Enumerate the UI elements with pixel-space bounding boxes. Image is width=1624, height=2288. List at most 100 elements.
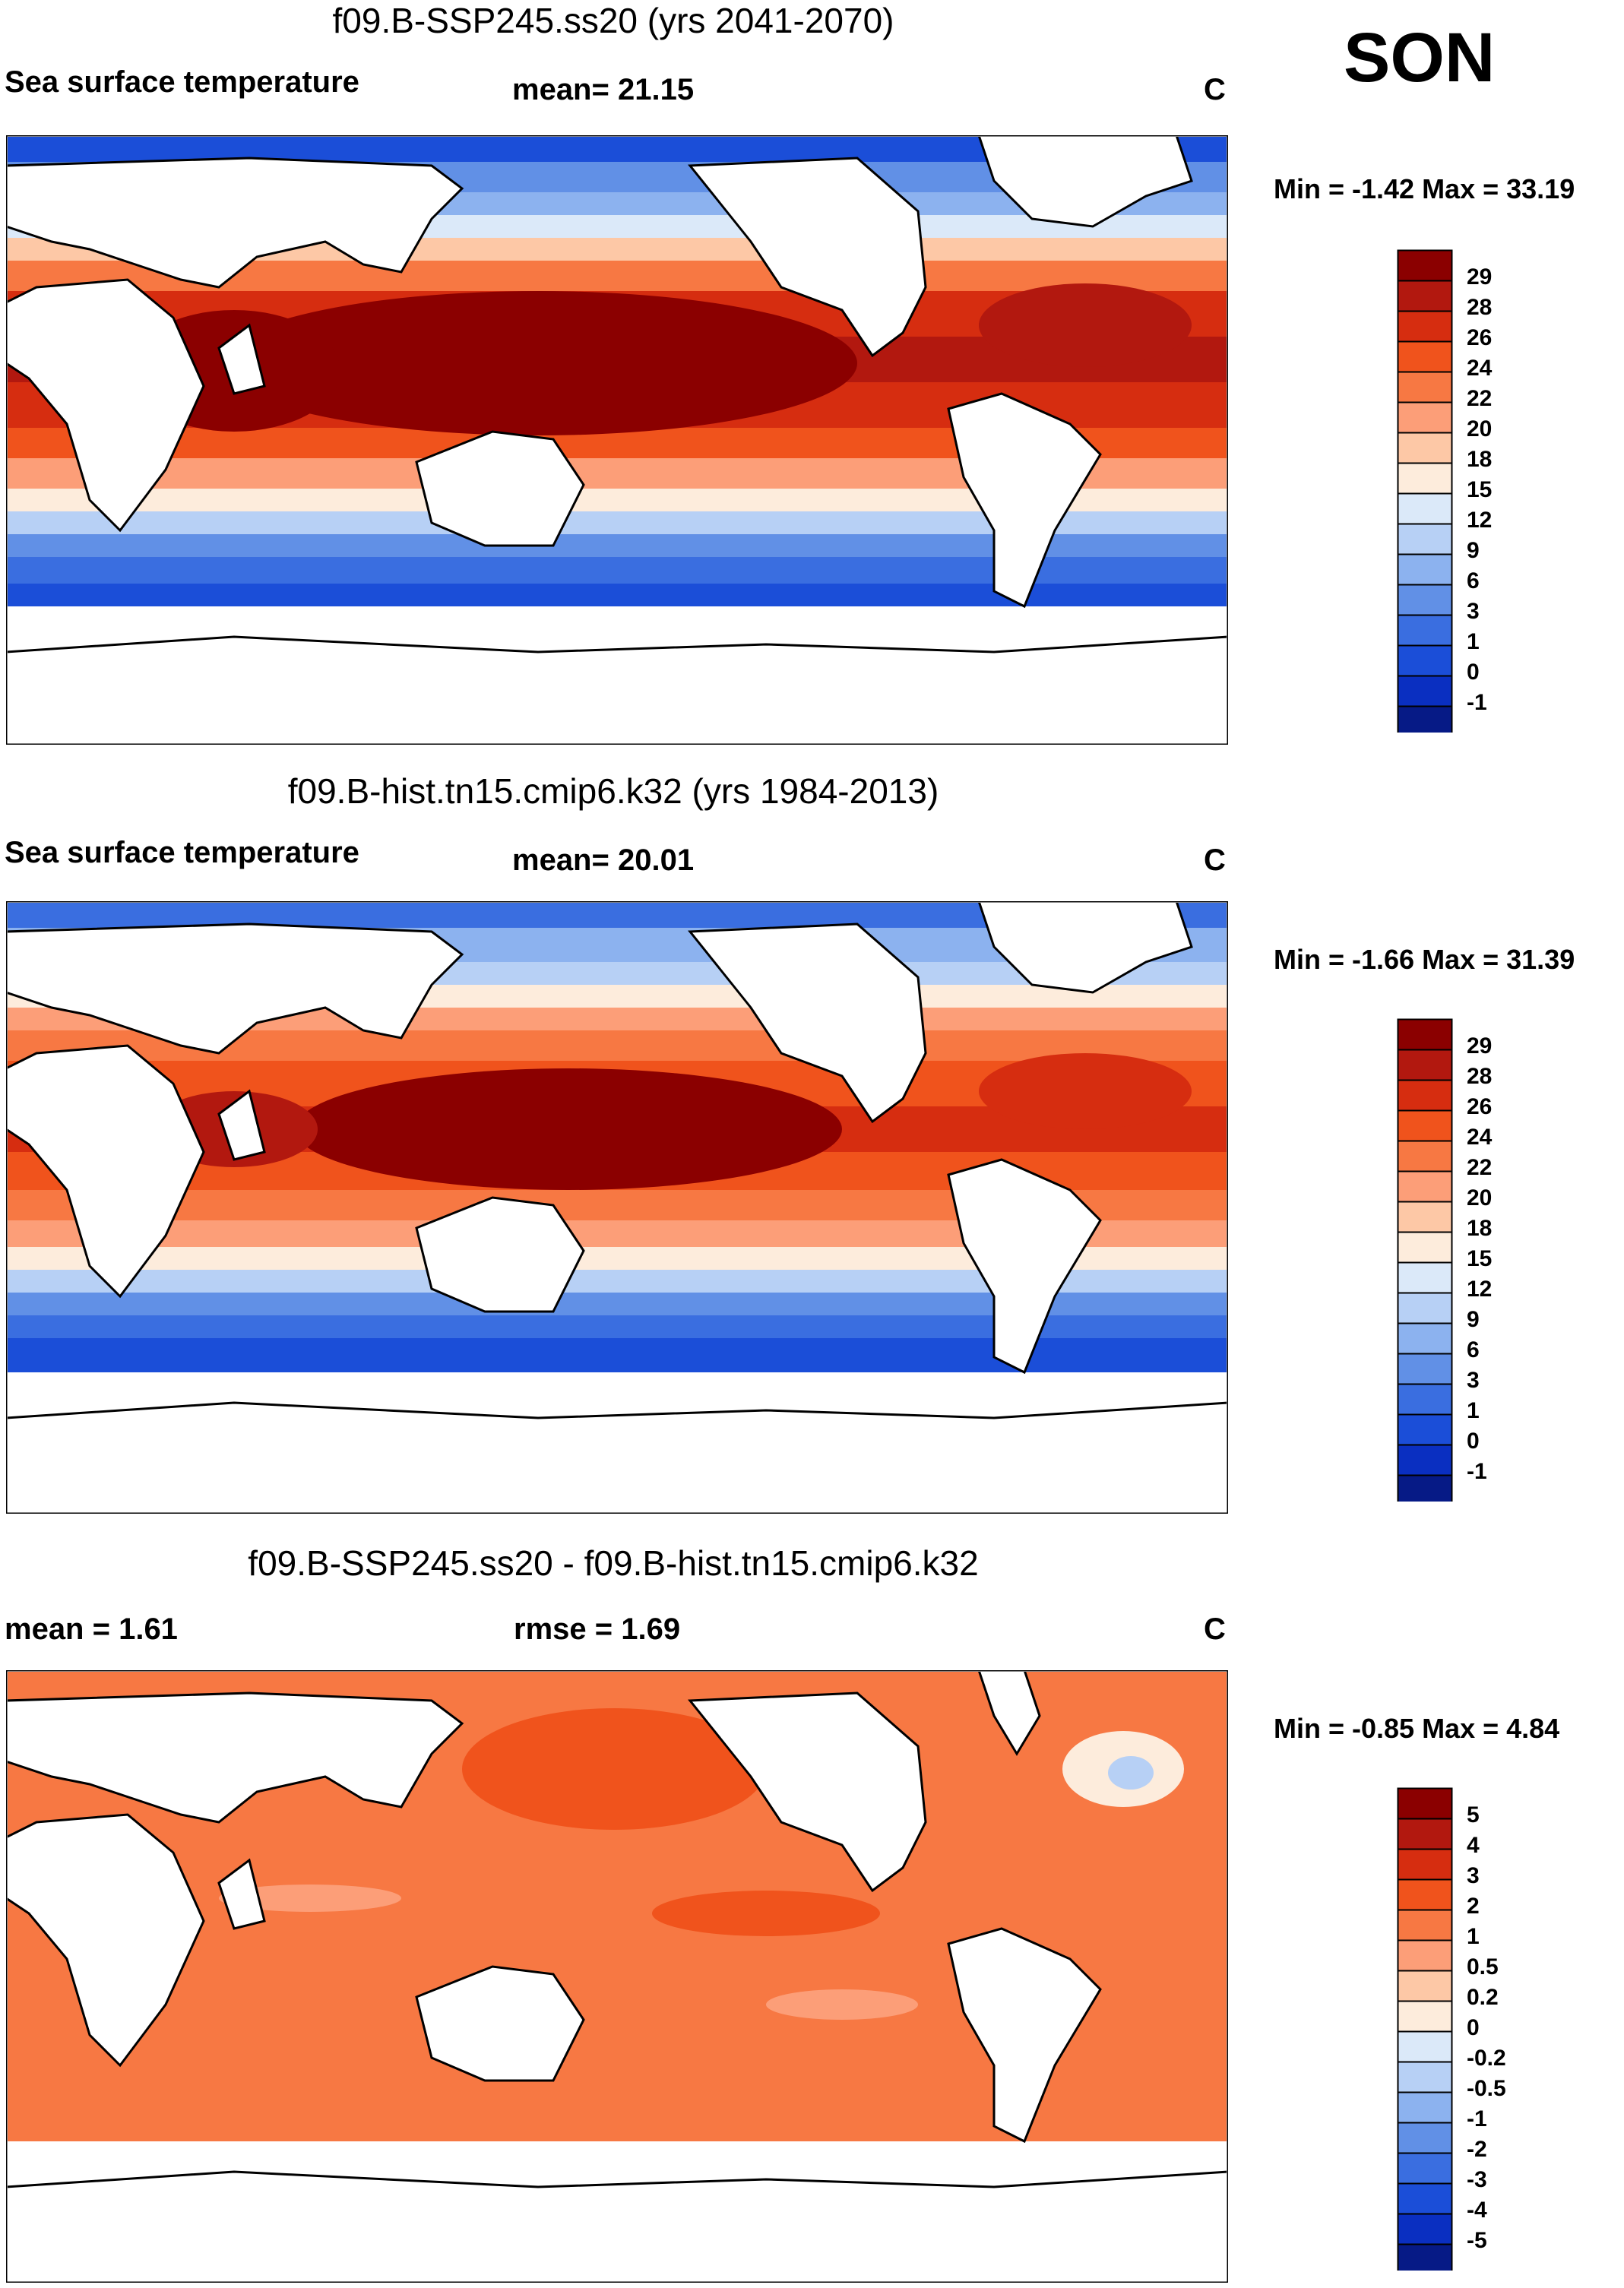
colorbar-tick-label: 20 xyxy=(1467,1185,1493,1210)
colorbar-tick-label: -4 xyxy=(1467,2198,1487,2223)
colorbar-tick-label: 18 xyxy=(1467,1216,1493,1241)
colorbar-tick-label: -5 xyxy=(1467,2228,1487,2253)
panel-1-minmax: Min = -1.42 Max = 33.19 xyxy=(1274,173,1575,204)
colorbar-tick-label: 20 xyxy=(1467,416,1493,441)
colorbar-tick-label: 22 xyxy=(1467,1155,1493,1180)
colorbar-tick-label: 3 xyxy=(1467,599,1480,624)
colorbar-tick-label: 18 xyxy=(1467,447,1493,472)
colorbar-box xyxy=(1397,249,1453,282)
colorbar-tick-label: 3 xyxy=(1467,1863,1480,1888)
colorbar-tick-label: -1 xyxy=(1467,1459,1487,1484)
panel-3-map xyxy=(6,1670,1228,2283)
colorbar-tick-label: 26 xyxy=(1467,1094,1493,1119)
colorbar-box xyxy=(1397,553,1453,586)
colorbar-tick-label: 3 xyxy=(1467,1368,1480,1393)
panel-3-minmax: Min = -0.85 Max = 4.84 xyxy=(1274,1713,1560,1744)
colorbar-tick-label: 1 xyxy=(1467,629,1480,654)
panel-1-colorbar xyxy=(1397,249,1453,733)
colorbar-box xyxy=(1397,1079,1453,1112)
colorbar-box xyxy=(1397,371,1453,403)
panel-3-colorbar xyxy=(1397,1787,1453,2271)
panel-2-colorbar-boxes xyxy=(1397,1018,1453,1502)
colorbar-tick-label: -3 xyxy=(1467,2167,1487,2192)
season-label: SON xyxy=(1344,19,1496,97)
colorbar-tick-label: 0 xyxy=(1467,2015,1480,2040)
colorbar-box xyxy=(1397,1231,1453,1264)
colorbar-tick-label: 0.5 xyxy=(1467,1954,1499,1979)
colorbar-tick-label: 1 xyxy=(1467,1398,1480,1423)
colorbar-tick-label: 2 xyxy=(1467,1894,1480,1919)
colorbar-tick-label: -0.5 xyxy=(1467,2076,1506,2101)
colorbar-box xyxy=(1397,2243,1453,2271)
colorbar-box xyxy=(1397,310,1453,343)
colorbar-tick-label: 24 xyxy=(1467,1125,1493,1150)
colorbar-tick-label: -0.2 xyxy=(1467,2046,1506,2071)
colorbar-tick-label: 24 xyxy=(1467,356,1493,381)
colorbar-tick-label: 12 xyxy=(1467,1277,1493,1302)
colorbar-tick-label: 9 xyxy=(1467,538,1480,563)
colorbar-box xyxy=(1397,2091,1453,2124)
colorbar-box xyxy=(1397,1322,1453,1355)
colorbar-box xyxy=(1397,1970,1453,2002)
colorbar-box xyxy=(1397,614,1453,647)
colorbar-box xyxy=(1397,1474,1453,1502)
panel-2-units: C xyxy=(1204,843,1226,877)
panel-2-colorbar xyxy=(1397,1018,1453,1502)
colorbar-tick-label: 1 xyxy=(1467,1924,1480,1949)
colorbar-box xyxy=(1397,1261,1453,1294)
colorbar-tick-label: 12 xyxy=(1467,508,1493,533)
panel-2-mean: mean= 20.01 xyxy=(512,843,695,877)
colorbar-tick-label: -1 xyxy=(1467,690,1487,715)
panel-3-mean: mean = 1.61 xyxy=(5,1612,178,1646)
colorbar-box xyxy=(1397,1140,1453,1172)
colorbar-box xyxy=(1397,1444,1453,1476)
panel-1-variable-label: Sea surface temperature xyxy=(5,65,359,99)
colorbar-box xyxy=(1397,280,1453,312)
panel-2-map xyxy=(6,901,1228,1514)
colorbar-box xyxy=(1397,523,1453,555)
panel-2-title: f09.B-hist.tn15.cmip6.k32 (yrs 1984-2013… xyxy=(287,771,939,811)
panel-2-variable-label: Sea surface temperature xyxy=(5,836,359,869)
colorbar-box xyxy=(1397,1848,1453,1881)
panel-1-colorbar-boxes xyxy=(1397,249,1453,733)
colorbar-box xyxy=(1397,432,1453,464)
colorbar-box xyxy=(1397,1170,1453,1203)
panel-3-colorbar-boxes xyxy=(1397,1787,1453,2271)
colorbar-box xyxy=(1397,1909,1453,1941)
colorbar-tick-label: 6 xyxy=(1467,1337,1480,1362)
panel-3-rmse: rmse = 1.69 xyxy=(514,1612,681,1646)
colorbar-box xyxy=(1397,1413,1453,1446)
colorbar-tick-label: 5 xyxy=(1467,1802,1480,1828)
colorbar-box xyxy=(1397,2182,1453,2215)
colorbar-tick-label: 28 xyxy=(1467,1064,1493,1089)
colorbar-tick-label: 22 xyxy=(1467,386,1493,411)
colorbar-tick-label: 29 xyxy=(1467,264,1493,290)
colorbar-box xyxy=(1397,2000,1453,2033)
colorbar-box xyxy=(1397,1292,1453,1324)
colorbar-tick-label: 9 xyxy=(1467,1307,1480,1332)
colorbar-box xyxy=(1397,1201,1453,1233)
colorbar-tick-label: 26 xyxy=(1467,325,1493,350)
panel-1-map xyxy=(6,135,1228,745)
colorbar-box xyxy=(1397,1018,1453,1051)
panel-3-units: C xyxy=(1204,1612,1226,1646)
colorbar-tick-label: -1 xyxy=(1467,2106,1487,2131)
colorbar-tick-label: 0 xyxy=(1467,660,1480,685)
colorbar-box xyxy=(1397,2122,1453,2154)
panel-1-units: C xyxy=(1204,73,1226,106)
colorbar-box xyxy=(1397,492,1453,525)
colorbar-tick-label: 15 xyxy=(1467,477,1493,502)
panel-2-minmax: Min = -1.66 Max = 31.39 xyxy=(1274,944,1575,975)
colorbar-box xyxy=(1397,2213,1453,2245)
colorbar-box xyxy=(1397,1818,1453,1850)
colorbar-tick-label: 0.2 xyxy=(1467,1985,1499,2010)
colorbar-tick-label: 15 xyxy=(1467,1246,1493,1271)
panel-1-mean: mean= 21.15 xyxy=(512,73,695,106)
panel-3-title: f09.B-SSP245.ss20 - f09.B-hist.tn15.cmip… xyxy=(248,1543,979,1583)
colorbar-box xyxy=(1397,1939,1453,1972)
colorbar-tick-label: -2 xyxy=(1467,2137,1487,2162)
colorbar-box xyxy=(1397,401,1453,434)
colorbar-box xyxy=(1397,705,1453,733)
colorbar-tick-label: 6 xyxy=(1467,568,1480,593)
colorbar-box xyxy=(1397,2061,1453,2093)
